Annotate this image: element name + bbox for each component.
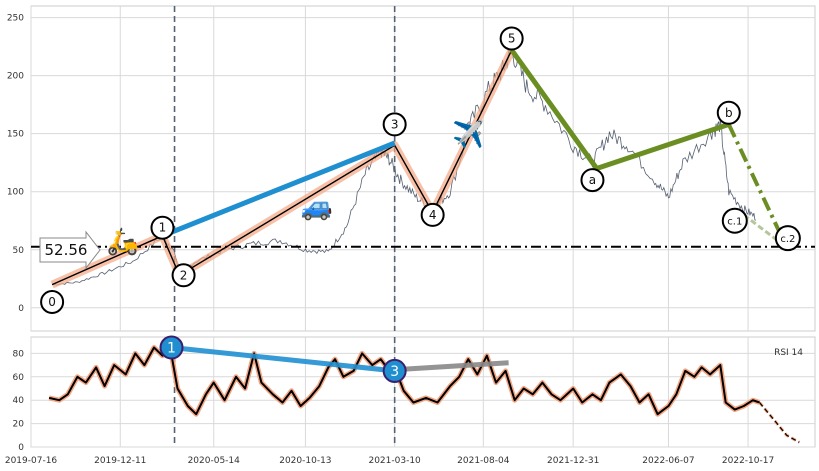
- x-tick-label: 2021-03-10: [368, 456, 421, 466]
- rsi-divergence-line: [394, 360, 509, 373]
- wave-label-circle: [382, 112, 407, 137]
- emoji-marker: 🚙: [301, 192, 333, 222]
- rsi-y-tick-label: 20: [13, 420, 25, 430]
- rsi-forecast-line: [759, 402, 800, 443]
- emoji-marker: 🛵: [106, 227, 138, 257]
- rsi-y-tick-label: 60: [13, 373, 25, 383]
- price-plot-frame: [30, 5, 816, 332]
- x-tick-label: 2021-12-31: [547, 456, 599, 466]
- wave-label-text: 5: [508, 32, 516, 46]
- x-tick-label: 2022-06-07: [642, 456, 694, 466]
- price-y-tick-labels: 0 50 100 150 200 250: [7, 14, 24, 314]
- wave-label-circle: [774, 225, 801, 252]
- price-y-tick-label: 200: [7, 72, 24, 82]
- wave-label-layer: 0 1 2 3 4 5 a b c.1 c.2: [40, 26, 801, 314]
- wave-label-text: 2: [180, 268, 188, 282]
- x-tick-label: 2019-12-11: [94, 456, 146, 466]
- rsi-divergence-line: [171, 345, 395, 374]
- price-y-tick-label: 50: [13, 246, 25, 256]
- rsi-y-tick-label: 0: [18, 443, 24, 453]
- wave-label-text: a: [589, 173, 596, 187]
- wave-label-text: b: [725, 106, 733, 120]
- wave-label-text: 3: [391, 117, 399, 131]
- wave-label-text: 1: [159, 221, 167, 235]
- wave-label-text: 4: [429, 208, 437, 222]
- wave-label-text: c.2: [780, 234, 795, 245]
- wave-label-circle: [716, 100, 741, 125]
- rsi-marker-layer: 13: [159, 335, 407, 383]
- wave-label-circle: [40, 289, 65, 314]
- price-panel: 0 50 100 150 200 250 🛵 🚙 ✈️ 0 1 2 3 4 5 a b c.1 c.2 52.5…: [7, 5, 816, 332]
- x-tick-label: 2022-10-17: [722, 456, 774, 466]
- x-tick-label: 2021-08-04: [457, 456, 510, 466]
- wave-label-circle: [171, 263, 196, 288]
- impulse-wave-line: [51, 49, 513, 286]
- rsi-wave-marker-label: 3: [390, 364, 399, 380]
- rsi-y-tick-label: 80: [13, 349, 25, 359]
- x-tick-labels: 2019-07-16 2019-12-11 2020-05-14 2020-10-13…: [5, 456, 774, 466]
- price-series-layer: [50, 47, 789, 289]
- rsi-y-tick-labels: 0 20 40 60 80: [13, 349, 25, 453]
- wave-label-circle: [721, 207, 748, 234]
- x-tick-label: 2019-07-16: [5, 456, 58, 466]
- threshold-callout: 52.56: [39, 230, 101, 270]
- wave-trend-line: [161, 140, 396, 239]
- x-tick-label: 2020-10-13: [279, 456, 331, 466]
- wave-label-circle: [499, 26, 524, 51]
- price-y-tick-label: 0: [18, 304, 24, 314]
- threshold-value-label: 52.56: [45, 241, 88, 259]
- rsi-y-tick-label: 40: [13, 396, 25, 406]
- rsi-legend-label: RSI 14: [774, 348, 803, 358]
- wave-trend-line: [509, 48, 730, 171]
- price-y-tick-label: 250: [7, 14, 24, 24]
- wave-label-text: c.1: [727, 217, 742, 228]
- rsi-vertical-markers: [173, 337, 396, 447]
- rsi-wave-marker: [382, 358, 407, 383]
- price-y-tick-label: 150: [7, 130, 24, 140]
- wave-label-circle: [580, 168, 605, 193]
- threshold-arrow-shape: [39, 230, 101, 270]
- rsi-wave-marker-label: 1: [167, 341, 176, 357]
- price-y-tick-label: 100: [7, 188, 24, 198]
- wave-label-circle: [150, 215, 175, 240]
- x-tick-label: 2020-05-14: [188, 456, 241, 466]
- wave-label-circle: [420, 202, 445, 227]
- wave-label-text: 0: [48, 295, 56, 309]
- emoji-marker: ✈️: [452, 118, 484, 150]
- rsi-wave-marker: [159, 335, 184, 360]
- corrective-projection-line: [726, 123, 789, 249]
- price-grid: [30, 6, 815, 331]
- emoji-marker-layer: 🛵 🚙 ✈️: [106, 118, 484, 257]
